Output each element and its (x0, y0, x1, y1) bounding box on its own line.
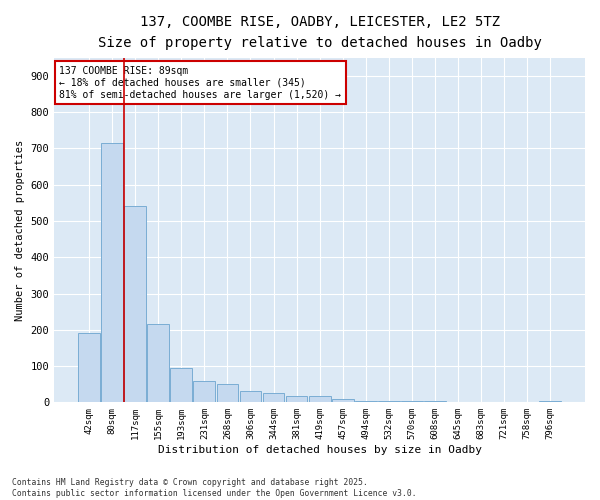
Title: 137, COOMBE RISE, OADBY, LEICESTER, LE2 5TZ
Size of property relative to detache: 137, COOMBE RISE, OADBY, LEICESTER, LE2 … (98, 15, 542, 50)
Bar (124, 206, 146, 402)
Bar (170, 368, 193, 402)
Bar (217, 384, 238, 402)
Text: 137 COOMBE RISE: 89sqm
← 18% of detached houses are smaller (345)
81% of semi-de: 137 COOMBE RISE: 89sqm ← 18% of detached… (59, 66, 341, 100)
Bar (286, 396, 307, 402)
Bar (148, 324, 169, 402)
Text: Contains HM Land Registry data © Crown copyright and database right 2025.
Contai: Contains HM Land Registry data © Crown c… (12, 478, 416, 498)
Bar (78, 334, 100, 402)
Bar (378, 400, 400, 402)
Bar (539, 400, 561, 402)
Bar (332, 398, 353, 402)
Bar (308, 396, 331, 402)
Bar (101, 143, 123, 403)
Bar (424, 401, 446, 402)
Bar (193, 380, 215, 402)
Bar (239, 392, 262, 402)
Y-axis label: Number of detached properties: Number of detached properties (15, 140, 25, 320)
Bar (355, 401, 377, 402)
Bar (263, 392, 284, 402)
Bar (401, 400, 422, 402)
X-axis label: Distribution of detached houses by size in Oadby: Distribution of detached houses by size … (158, 445, 482, 455)
